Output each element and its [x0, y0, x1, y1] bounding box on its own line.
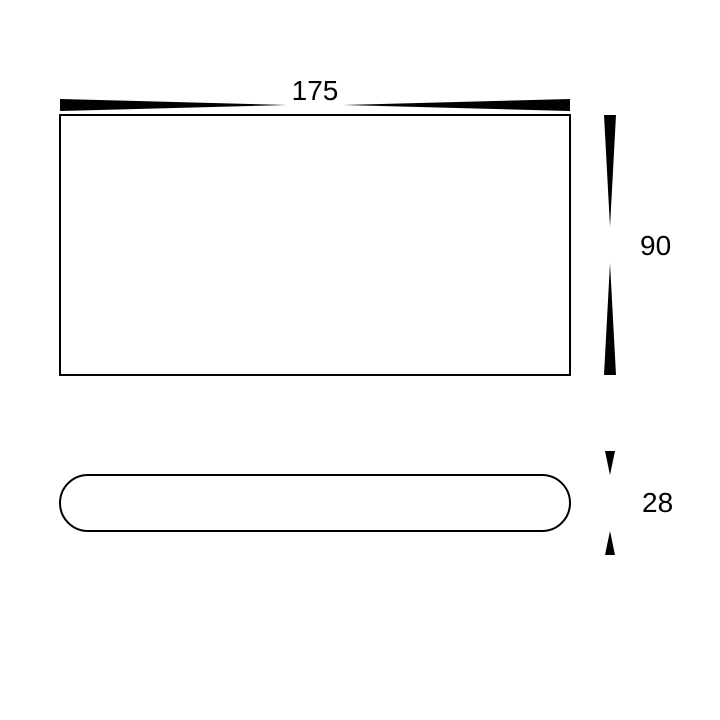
dim-arrow-down-icon — [604, 115, 616, 227]
dim-width-label: 175 — [292, 75, 339, 106]
technical-drawing: 175 90 28 — [0, 0, 720, 720]
dim-arrow-left-icon — [60, 99, 287, 111]
dim-arrow-right-icon — [343, 99, 570, 111]
dim-thickness-label: 28 — [642, 487, 673, 518]
dim-arrow-up-icon — [604, 263, 616, 375]
dim-arrow-up-icon — [605, 531, 615, 555]
dim-arrow-down-icon — [605, 451, 615, 475]
front-view-rect — [60, 115, 570, 375]
dim-height-label: 90 — [640, 230, 671, 261]
side-view-stadium — [60, 475, 570, 531]
